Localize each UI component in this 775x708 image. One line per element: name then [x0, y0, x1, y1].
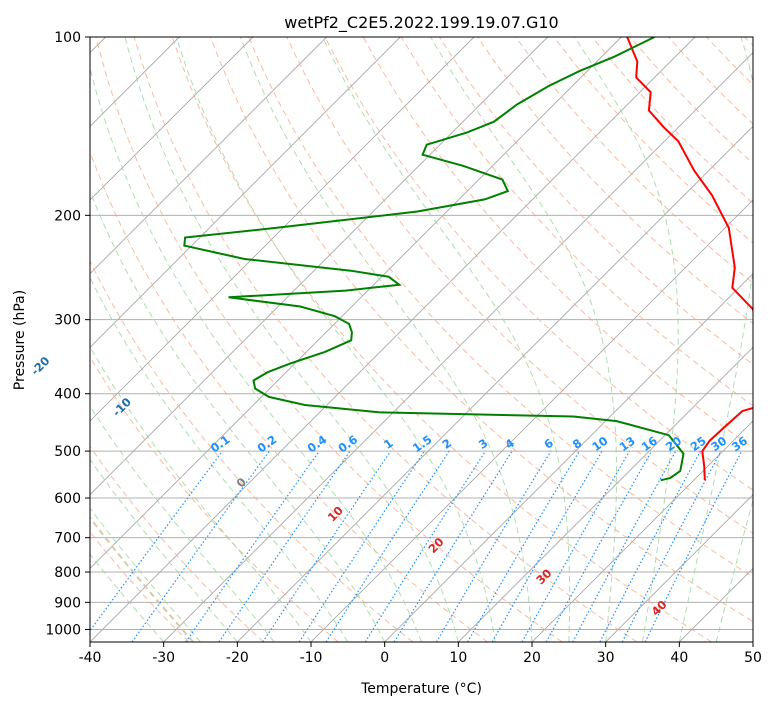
- isotherm-line: [458, 346, 753, 642]
- x-tick-label: 20: [523, 650, 541, 666]
- moist-adiabat: [90, 345, 312, 642]
- moist-adiabat: [124, 37, 459, 642]
- isotherm-line: [90, 37, 622, 569]
- moist-adiabat: [322, 37, 571, 642]
- dewpoint-profile-line: [183, 37, 685, 482]
- dry-adiabat: [210, 37, 753, 623]
- dry-adiabat: [90, 259, 414, 642]
- background-adiabats: [90, 37, 753, 642]
- isotherm-line: [163, 52, 753, 642]
- temperature-profile-line: [626, 37, 753, 481]
- moist-adiabat: [90, 458, 238, 642]
- isotherm-line: [531, 420, 753, 642]
- grid-lines: [90, 37, 753, 642]
- moist-adiabat: [90, 553, 165, 642]
- y-tick-label: 200: [54, 208, 81, 224]
- moist-adiabat: [90, 189, 386, 642]
- moist-adiabat: [90, 276, 349, 642]
- dry-adiabat: [133, 37, 638, 642]
- moist-adiabat: [574, 37, 679, 642]
- mixing-ratio-line: [262, 450, 392, 642]
- y-tick-label: 600: [54, 491, 81, 507]
- y-tick-label: 1000: [45, 622, 81, 638]
- moist-adiabat: [90, 405, 275, 642]
- isotherm-line: [90, 37, 254, 201]
- dry-adiabat: [90, 356, 339, 642]
- y-tick-label: 500: [54, 444, 81, 460]
- y-tick-label: 100: [54, 30, 81, 46]
- mixing-ratio-line: [545, 450, 653, 642]
- axis-ticks: -40 -30 -20 -10 0 10 20 30 40 50 100 200 300 400 500 60…: [45, 30, 762, 666]
- x-tick-label: -10: [300, 650, 323, 666]
- y-tick-label: 300: [54, 313, 81, 329]
- dry-adiabat: [248, 37, 753, 578]
- moist-adiabat: [430, 37, 617, 642]
- x-axis-label: Temperature (°C): [360, 681, 482, 697]
- moist-adiabat: [175, 37, 496, 642]
- mixing-ratio-line: [491, 450, 603, 642]
- x-tick-label: -20: [226, 650, 249, 666]
- y-tick-label: 700: [54, 531, 81, 547]
- dry-adiabat: [324, 37, 753, 491]
- mixing-ratio-line: [644, 450, 743, 642]
- dry-adiabat: [90, 445, 264, 642]
- y-tick-label: 800: [54, 565, 81, 581]
- dry-adiabat: [95, 37, 563, 642]
- highlight-adiabat: [90, 515, 194, 642]
- y-tick-label: 400: [54, 387, 81, 403]
- isotherm-line: [90, 37, 327, 275]
- mixing-ratio-line: [364, 450, 486, 642]
- moist-adiabat: [678, 37, 753, 642]
- x-tick-label: 30: [597, 650, 615, 666]
- profile-series: [183, 37, 753, 482]
- mixing-ratio-line: [90, 450, 223, 632]
- isotherm-line: [90, 37, 475, 422]
- x-tick-label: 10: [449, 650, 467, 666]
- mixing-ratio-line: [621, 450, 722, 642]
- y-tick-label: 900: [54, 595, 81, 611]
- mixing-ratio-line: [466, 450, 580, 642]
- chart-title: wetPf2_C2E5.2022.199.19.07.G10: [284, 13, 558, 33]
- isotherm-line: [384, 273, 753, 642]
- mixing-ratio-line: [572, 450, 677, 642]
- x-tick-label: 50: [744, 650, 762, 666]
- x-tick-label: 0: [380, 650, 389, 666]
- isotherm-line: [237, 125, 753, 642]
- mixing-ratio-line: [435, 450, 552, 642]
- moist-adiabat: [90, 65, 422, 642]
- dry-adiabat: [171, 37, 712, 642]
- x-tick-label: -40: [79, 650, 102, 666]
- isotherm-line: [90, 37, 401, 348]
- y-axis-label: Pressure (hPa): [12, 290, 28, 390]
- moist-adiabat: [90, 507, 201, 642]
- x-tick-label: 40: [670, 650, 688, 666]
- plot-frame: [89, 36, 754, 643]
- isotherm-line: [605, 494, 753, 642]
- mixing-ratio-line: [521, 450, 631, 642]
- dry-adiabat: [515, 37, 753, 284]
- mixing-ratio-line: [325, 450, 450, 642]
- x-tick-label: -30: [152, 650, 175, 666]
- mixing-ratio-line: [298, 450, 425, 642]
- mixing-ratio-line: [131, 450, 270, 642]
- mixing-ratio-line: [218, 450, 351, 642]
- dry-adiabat: [286, 37, 753, 534]
- mixing-ratio-line: [599, 450, 702, 642]
- moist-adiabat: [239, 37, 533, 642]
- moist-adiabat: [715, 498, 753, 642]
